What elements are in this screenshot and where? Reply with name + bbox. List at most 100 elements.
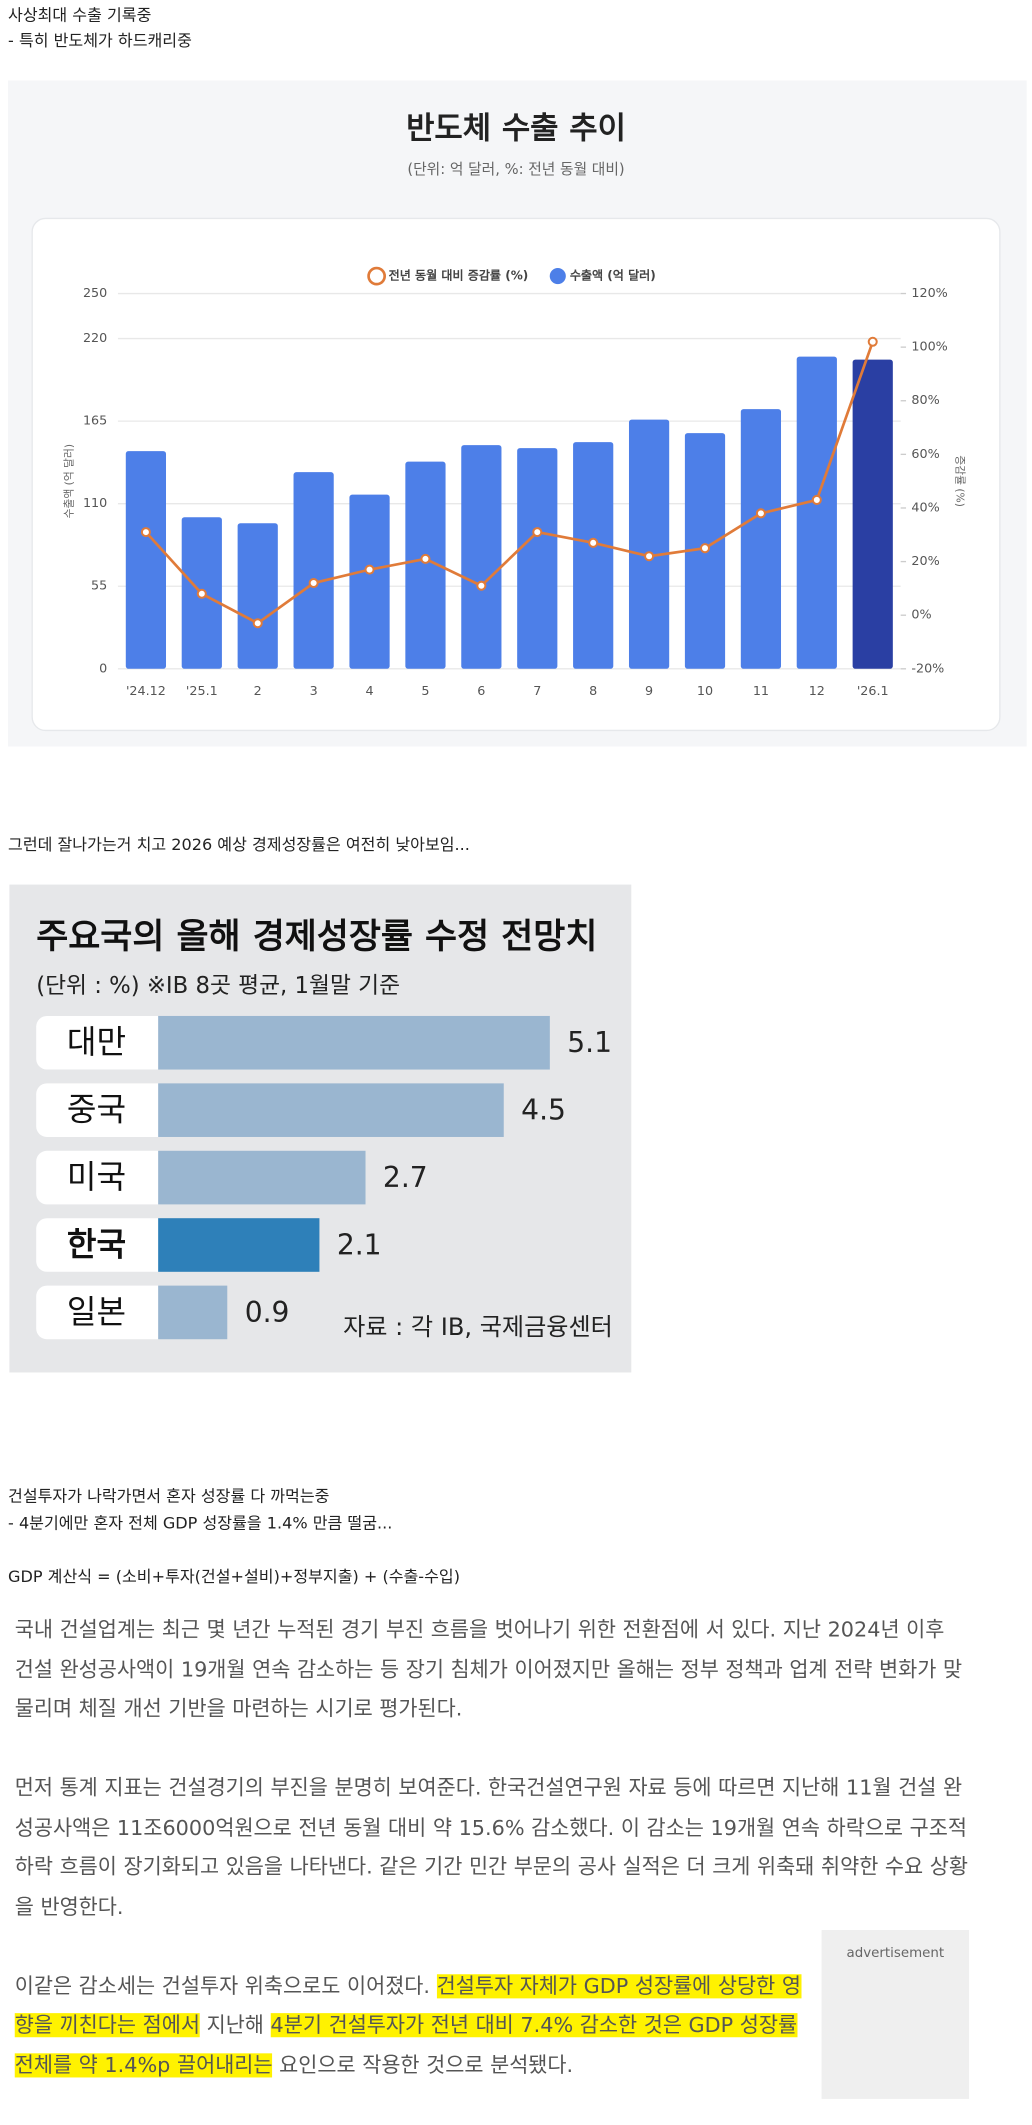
y-tick-label: 165 [83, 414, 107, 429]
bar [740, 409, 782, 669]
text: 지난해 [199, 2013, 271, 2038]
x-tick-label: 4 [365, 684, 373, 699]
paragraph: 먼저 통계 지표는 건설경기의 부진을 분명히 보여준다. 한국건설연구원 자료… [15, 1769, 969, 1927]
chart-source: 자료 : 각 IB, 국제금융센터 [343, 1313, 613, 1341]
category-box [36, 1285, 169, 1340]
chart-subtitle: (단위 : %) ※IB 8곳 평균, 1월말 기준 [36, 973, 400, 999]
paragraph: 국내 건설업계는 최근 몇 년간 누적된 경기 부진 흐름을 벗어나기 위한 전… [15, 1611, 969, 1730]
bar [461, 445, 502, 669]
line [144, 341, 874, 625]
line-point [588, 537, 599, 548]
bar [125, 451, 167, 669]
legend-marker [549, 268, 566, 285]
line-point [420, 553, 431, 564]
x-tick-label: 7 [533, 684, 541, 699]
y2-tick-label: -20% [911, 661, 944, 676]
category-box [36, 1015, 169, 1070]
bar [852, 359, 893, 669]
bar [158, 1150, 366, 1205]
bar [158, 1015, 550, 1070]
line-point [308, 578, 319, 589]
value-label: 0.9 [245, 1296, 290, 1329]
line-point [532, 527, 543, 538]
bar [158, 1083, 504, 1137]
post-text: - 4분기에만 혼자 전체 GDP 성장률을 1.4% 만큼 떨굼... [8, 1513, 392, 1532]
y2-tick-label: 0% [911, 608, 931, 623]
y2-tick-label: 120% [911, 286, 947, 301]
line-point [196, 588, 207, 599]
y-tick-label: 한국 [67, 1225, 126, 1263]
category-box [36, 1150, 169, 1205]
y-axis-title: 수출액 (억 달러) [63, 444, 76, 518]
line-point [811, 494, 822, 505]
y2-tick-label: 20% [911, 554, 939, 569]
y2-axis-title: 증감률 (%) [954, 455, 967, 507]
y2-tick-label: 60% [911, 447, 939, 462]
bar [628, 419, 670, 669]
x-tick-label: 9 [645, 684, 653, 699]
x-tick-label: 5 [421, 684, 429, 699]
x-tick-label: 12 [809, 684, 825, 699]
y2-tick-label: 80% [911, 393, 939, 408]
value-label: 2.1 [337, 1228, 382, 1261]
y-tick-label: 미국 [67, 1158, 126, 1196]
chart-subtitle: (단위: 억 달러, %: 전년 동월 대비) [407, 161, 624, 178]
text: 요인으로 작용한 것으로 분석됐다. [272, 2052, 574, 2077]
x-tick-label: '25.1 [186, 684, 218, 699]
x-tick-label: 10 [697, 684, 713, 699]
y-tick-label: 중국 [67, 1091, 126, 1129]
post-text: 건설투자가 나락가면서 혼자 성장률 다 까먹는중 [8, 1487, 329, 1506]
line-point [476, 580, 487, 591]
value-label: 2.7 [383, 1161, 428, 1194]
text: 국내 건설업계는 최근 몇 년간 누적된 경기 부진 흐름을 벗어나기 위한 전… [14, 1617, 963, 1721]
chart-title: 반도체 수출 추이 [406, 111, 626, 147]
line-point [867, 336, 878, 347]
y-tick-label: 55 [91, 579, 107, 594]
bar [796, 356, 837, 669]
bar [349, 494, 390, 669]
category-box [36, 1218, 169, 1272]
y-tick-label: 0 [99, 661, 107, 676]
bar [158, 1218, 320, 1272]
y2-tick-label: 100% [911, 340, 947, 355]
value-label: 4.5 [521, 1094, 566, 1127]
x-tick-label: 8 [589, 684, 597, 699]
advertisement: advertisement [821, 1930, 970, 2099]
post-text: 그런데 잘나가는거 치고 2026 예상 경제성장률은 여전히 낮아보임... [8, 835, 470, 854]
post-graphics: 사상최대 수출 기록중 - 특히 반도체가 하드캐리중 반도체 수출 추이 (단… [8, 5, 1001, 1587]
post-text: 사상최대 수출 기록중 [8, 6, 151, 25]
bar [293, 472, 334, 669]
paragraph: 이같은 감소세는 건설투자 위축으로도 이어졌다. 건설투자 자체가 GDP 성… [14, 1967, 812, 2086]
y-tick-label: 일본 [67, 1293, 126, 1331]
text: 먼저 통계 지표는 건설경기의 부진을 분명히 보여준다. 한국건설연구원 자료… [14, 1775, 968, 1919]
x-tick-label: '26.1 [857, 684, 889, 699]
y2-tick-label: 40% [911, 500, 939, 515]
y-tick-label: 220 [83, 331, 107, 346]
x-tick-label: 11 [753, 684, 769, 699]
y-tick-label: 250 [83, 286, 107, 301]
x-tick-label: 6 [477, 684, 485, 699]
line-point [699, 543, 711, 554]
bar [573, 442, 614, 669]
post-text: - 특히 반도체가 하드캐리중 [8, 31, 192, 50]
legend-label: 전년 동월 대비 증감률 (%) [389, 268, 529, 283]
legend-marker [367, 266, 387, 286]
line-point [140, 527, 151, 538]
bar [237, 523, 278, 669]
y-tick-label: 대만 [67, 1023, 126, 1061]
legend-label: 수출액 (억 달러) [570, 268, 656, 283]
article: 국내 건설업계는 최근 몇 년간 누적된 경기 부진 흐름을 벗어나기 위한 전… [14, 1611, 969, 2125]
value-label: 5.1 [567, 1026, 612, 1059]
bar [405, 461, 446, 669]
line-point [364, 564, 375, 575]
x-tick-label: 2 [254, 684, 262, 699]
line-point [644, 551, 655, 562]
line-point [755, 508, 766, 519]
x-tick-label: 3 [310, 684, 318, 699]
y-tick-label: 110 [83, 496, 107, 511]
bar [517, 448, 558, 669]
x-tick-label: '24.12 [126, 684, 166, 699]
chart-title: 주요국의 올해 경제성장률 수정 전망치 [36, 917, 597, 957]
post-text: GDP 계산식 = (소비+투자(건설+설비)+정부지출) + (수출-수입) [8, 1567, 460, 1586]
